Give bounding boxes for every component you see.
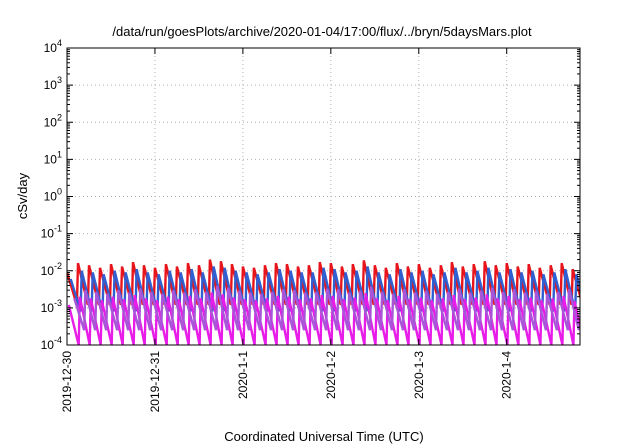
series-line [73,285,580,331]
y-tick-label: 10-1 [41,224,62,241]
x-axis-label: Coordinated Universal Time (UTC) [224,429,423,444]
series-line [67,259,580,306]
x-tick-label: 2020-1-3 [412,351,426,399]
y-tick-label: 101 [44,149,62,166]
y-tick-label: 10-2 [41,261,62,278]
x-tick-label: 2019-12-30 [60,351,74,413]
x-tick-label: 2020-1-1 [236,351,250,399]
y-tick-label: 10-3 [41,298,62,315]
y-tick-label: 100 [44,187,62,204]
x-tick-label: 2020-1-4 [500,351,514,399]
x-tick-label: 2020-1-2 [324,351,338,399]
x-tick-label: 2019-12-31 [148,351,162,413]
y-axis-label: cSv/day [15,172,30,219]
ticks: 10-4 10-3 10-2 10-1 100 101 102 103 104 2019-12-3… [41,38,580,412]
y-tick-label: 104 [44,38,62,55]
series-layer [67,259,580,345]
y-tick-label: 103 [44,75,62,92]
chart-title: /data/run/goesPlots/archive/2020-01-04/1… [112,24,532,39]
y-tick-label: 102 [44,112,62,129]
y-tick-label: 10-4 [41,335,62,352]
